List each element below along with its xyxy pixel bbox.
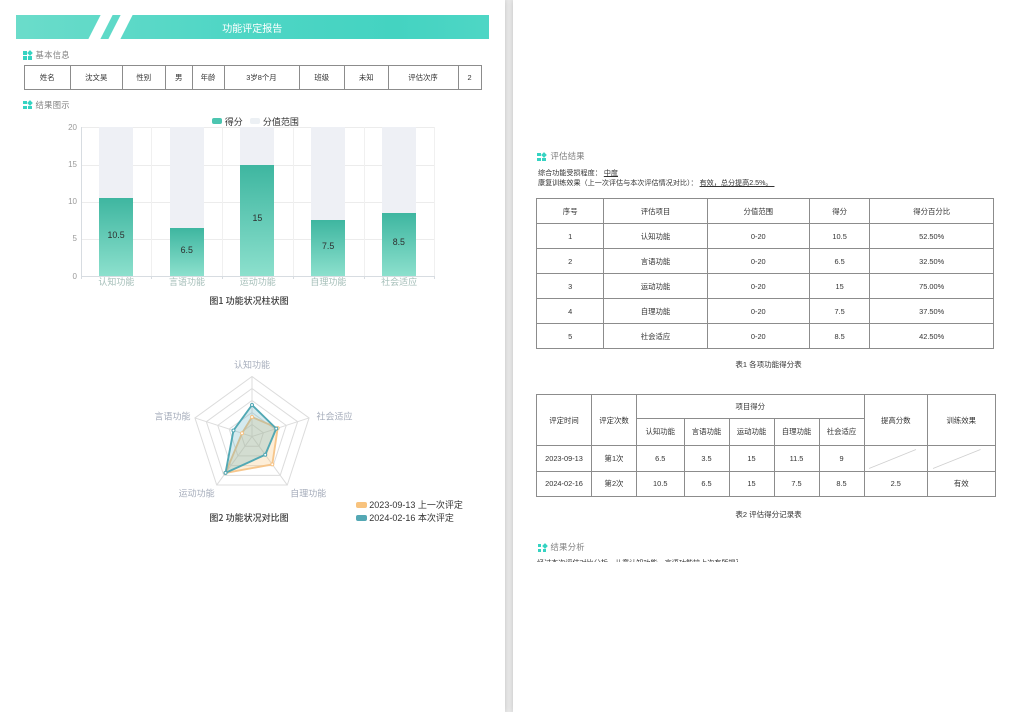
svg-text:社会适应: 社会适应 — [317, 410, 353, 423]
svg-text:自理功能: 自理功能 — [290, 487, 326, 500]
svg-text:运动功能: 运动功能 — [179, 487, 215, 500]
svg-text:认知功能: 认知功能 — [234, 358, 270, 371]
svg-text:言语功能: 言语功能 — [154, 410, 190, 423]
